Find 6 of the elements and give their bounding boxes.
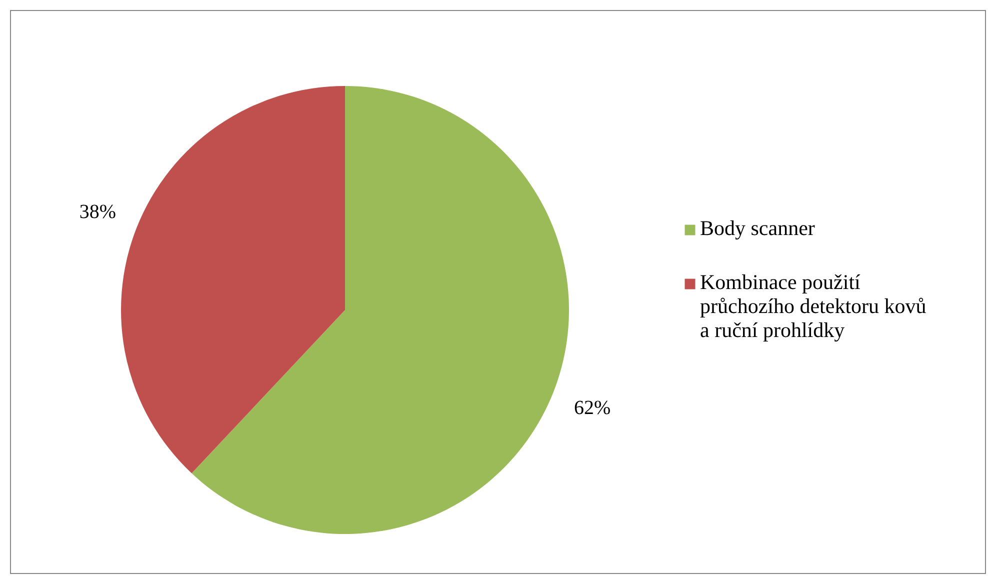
data-label: 38% <box>79 201 116 224</box>
data-label: 62% <box>574 396 611 419</box>
legend-label: Body scanner <box>700 216 815 240</box>
legend-label: Kombinace použití průchozího detektoru kovů a ruční prohlídky <box>700 270 927 342</box>
pie-slice <box>121 86 345 474</box>
pie-slice <box>192 86 569 534</box>
